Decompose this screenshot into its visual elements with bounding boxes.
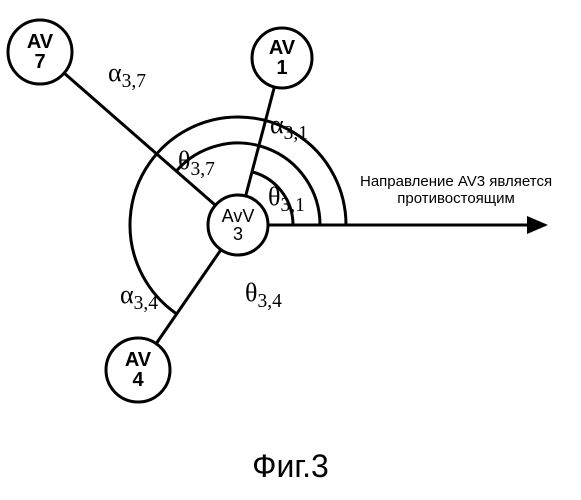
direction-label: Направление AV3 являетсяпротивостоящим xyxy=(360,173,552,207)
node-label-top: AV xyxy=(125,350,151,370)
theta-label-1: θ3,1 xyxy=(268,182,305,217)
direction-label-line1: Направление AV3 является xyxy=(360,173,552,190)
node-center: AvV3 xyxy=(208,195,268,255)
node-label-bottom: 4 xyxy=(132,370,143,390)
greek-symbol: θ xyxy=(245,278,257,307)
greek-symbol: α xyxy=(108,58,122,87)
node-av1: AV1 xyxy=(252,28,312,88)
greek-subscript: 3,1 xyxy=(284,123,308,144)
alpha-label-2: α3,4 xyxy=(120,280,158,315)
node-label-bottom: 7 xyxy=(34,52,45,72)
figure-caption: Фиг.3 xyxy=(0,448,581,485)
node-av4: AV4 xyxy=(106,338,170,402)
direction-label-line2: противостоящим xyxy=(360,190,552,207)
greek-symbol: θ xyxy=(268,182,280,211)
greek-subscript: 3,4 xyxy=(134,293,158,314)
greek-subscript: 3,7 xyxy=(122,71,146,92)
node-label-top: AV xyxy=(27,32,53,52)
theta-label-0: θ3,7 xyxy=(178,146,215,181)
greek-subscript: 3,1 xyxy=(280,195,304,216)
node-label-top: AvV xyxy=(222,207,255,225)
theta-label-2: θ3,4 xyxy=(245,278,282,313)
node-label-bottom: 3 xyxy=(233,225,243,243)
node-label-top: AV xyxy=(269,38,295,58)
greek-subscript: 3,4 xyxy=(257,291,281,312)
node-label-bottom: 1 xyxy=(276,58,287,78)
greek-symbol: α xyxy=(270,110,284,139)
figure-canvas: AV7AV1AV4AvV3α3,7α3,1α3,4θ3,7θ3,1θ3,4Нап… xyxy=(0,0,581,500)
alpha-label-1: α3,1 xyxy=(270,110,308,145)
alpha-label-0: α3,7 xyxy=(108,58,146,93)
greek-symbol: θ xyxy=(178,146,190,175)
greek-symbol: α xyxy=(120,280,134,309)
node-av7: AV7 xyxy=(8,20,72,84)
greek-subscript: 3,7 xyxy=(190,159,214,180)
